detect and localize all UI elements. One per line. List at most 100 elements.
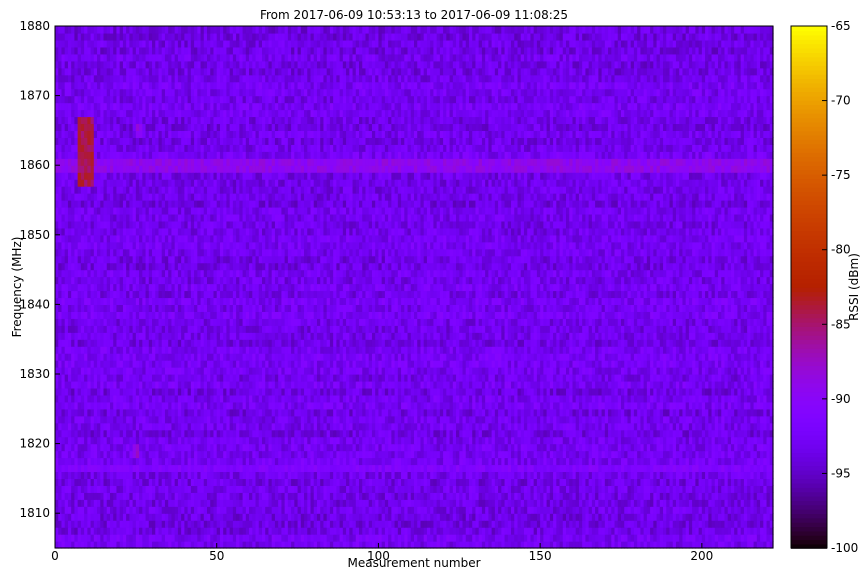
heatmap-cell	[355, 534, 360, 542]
heatmap-cell	[190, 534, 195, 542]
heatmap-cell	[572, 471, 577, 479]
heatmap-cell	[232, 450, 237, 459]
heatmap-cell	[588, 443, 593, 452]
heatmap-cell	[268, 478, 273, 486]
heatmap-cell	[232, 527, 237, 535]
heatmap-cell	[566, 534, 570, 542]
heatmap-cell	[449, 436, 454, 445]
heatmap-cell	[533, 506, 538, 514]
heatmap-cell	[236, 478, 240, 486]
heatmap-cell	[304, 436, 308, 445]
heatmap-cell	[129, 534, 134, 542]
heatmap-cell	[320, 478, 325, 486]
heatmap-cell	[80, 513, 85, 521]
heatmap-cell	[252, 499, 257, 507]
heatmap-cell	[669, 492, 674, 500]
heatmap-cell	[417, 457, 422, 466]
heatmap-cell	[546, 464, 551, 473]
heatmap-cell	[336, 541, 341, 549]
heatmap-cell	[103, 527, 108, 535]
heatmap-cell	[61, 541, 66, 549]
heatmap-cell	[724, 506, 729, 514]
heatmap-cell	[249, 527, 253, 535]
heatmap-cell	[232, 443, 237, 452]
heatmap-cell	[410, 513, 415, 521]
heatmap-cell	[566, 471, 570, 479]
heatmap-cell	[323, 506, 328, 514]
heatmap-cell	[352, 541, 357, 549]
heatmap-cell	[591, 499, 596, 507]
heatmap-cell	[152, 429, 156, 438]
heatmap-cell	[226, 534, 231, 542]
heatmap-cell	[87, 457, 92, 466]
heatmap-cell	[540, 443, 544, 452]
heatmap-cell	[239, 450, 244, 459]
heatmap-cell	[67, 443, 72, 452]
heatmap-cell	[219, 443, 224, 452]
heatmap-cell	[384, 450, 389, 459]
heatmap-cell	[646, 520, 651, 528]
heatmap-cell	[614, 520, 619, 528]
heatmap-cell	[122, 485, 127, 493]
heatmap-cell	[171, 471, 176, 479]
heatmap-cell	[333, 534, 337, 542]
heatmap-cell	[514, 534, 519, 542]
heatmap-cell	[381, 471, 386, 479]
heatmap-cell	[401, 443, 405, 452]
heatmap-cell	[414, 499, 418, 507]
heatmap-cell	[64, 506, 69, 514]
heatmap-cell	[284, 541, 289, 549]
heatmap-cell	[236, 527, 240, 535]
heatmap-cell	[297, 429, 302, 438]
heatmap-cell	[446, 471, 451, 479]
heatmap-cell	[533, 464, 538, 473]
heatmap-cell	[203, 485, 208, 493]
heatmap-cell	[271, 457, 276, 466]
heatmap-cell	[465, 541, 470, 549]
heatmap-cell	[478, 513, 483, 521]
heatmap-cell	[316, 527, 321, 535]
heatmap-cell	[410, 541, 415, 549]
heatmap-cell	[109, 520, 114, 528]
heatmap-cell	[553, 520, 557, 528]
heatmap-cell	[135, 506, 140, 514]
heatmap-cell	[517, 492, 522, 500]
heatmap-cell	[164, 471, 169, 479]
heatmap-cell	[743, 541, 748, 549]
heatmap-cell	[287, 534, 292, 542]
heatmap-cell	[575, 513, 580, 521]
heatmap-cell	[695, 541, 700, 549]
heatmap-cell	[656, 464, 661, 473]
heatmap-cell	[100, 520, 105, 528]
heatmap-cell	[753, 478, 758, 486]
heatmap-cell	[504, 541, 509, 549]
heatmap-cell	[326, 436, 331, 445]
heatmap-cell	[349, 534, 354, 542]
heatmap-cell	[391, 513, 396, 521]
heatmap-cell	[588, 520, 593, 528]
heatmap-cell	[653, 541, 658, 549]
heatmap-cell	[187, 471, 192, 479]
heatmap-cell	[249, 436, 253, 445]
heatmap-cell	[74, 485, 79, 493]
heatmap-cell	[608, 485, 612, 493]
heatmap-cell	[556, 485, 561, 493]
heatmap-cell	[297, 541, 302, 549]
heatmap-cell	[119, 499, 124, 507]
heatmap-cell	[740, 492, 745, 500]
heatmap-cell	[181, 464, 185, 473]
heatmap-cell	[207, 429, 211, 438]
heatmap-cell	[349, 450, 354, 459]
heatmap-cell	[566, 499, 570, 507]
heatmap-cell	[478, 541, 483, 549]
heatmap-cell	[171, 513, 176, 521]
heatmap-cell	[213, 464, 218, 473]
heatmap-cell	[326, 443, 331, 452]
heatmap-cell	[514, 520, 519, 528]
heatmap-cell	[475, 506, 480, 514]
heatmap-cell	[71, 429, 75, 438]
heatmap-cell	[145, 534, 150, 542]
heatmap-cell	[685, 520, 690, 528]
heatmap-cell	[588, 513, 593, 521]
heatmap-cell	[391, 534, 396, 542]
